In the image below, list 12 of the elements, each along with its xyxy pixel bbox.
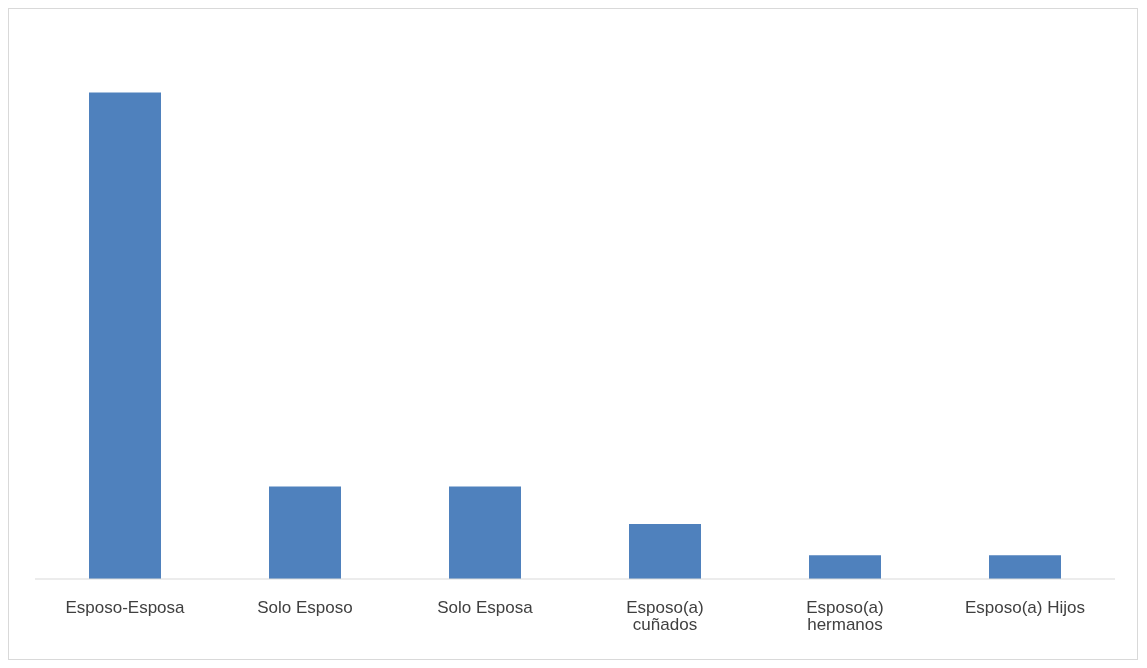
bar [629,524,701,579]
x-tick-label: Solo Esposo [257,598,353,618]
x-tick-label: Esposo(a) cuñados [626,598,704,635]
bar [89,92,161,579]
x-tick-label: Solo Esposa [437,598,534,618]
bar [449,486,521,579]
x-tick-label: Esposo(a) Hijos [965,598,1085,618]
bar [269,486,341,579]
x-tick-label: Esposo-Esposa [65,598,186,618]
bar [989,555,1061,579]
x-tick-label: Esposo(a) hermanos [806,598,884,635]
bar [809,555,881,579]
